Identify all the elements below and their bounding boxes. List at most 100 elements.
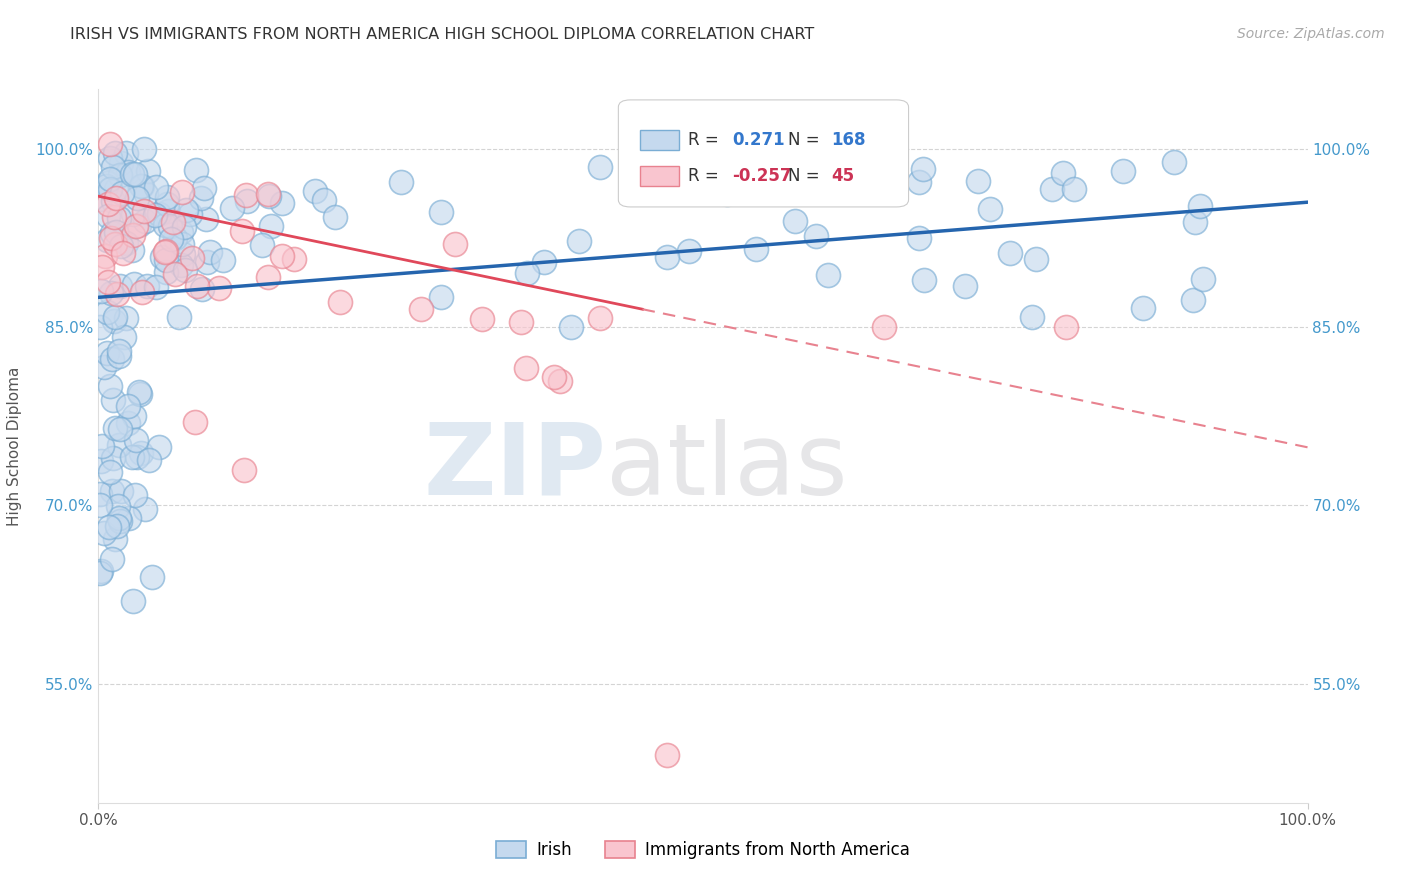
Text: N =: N = bbox=[787, 167, 824, 185]
Point bbox=[589, 311, 612, 326]
Point bbox=[329, 295, 352, 310]
Point bbox=[132, 204, 155, 219]
Point bbox=[257, 186, 280, 201]
Point bbox=[912, 273, 935, 287]
Point bbox=[117, 510, 139, 524]
Point bbox=[163, 231, 186, 245]
Point bbox=[159, 219, 181, 234]
Point bbox=[136, 164, 159, 178]
Point bbox=[1184, 215, 1206, 229]
Point bbox=[104, 145, 127, 160]
Point bbox=[112, 246, 135, 260]
Point bbox=[471, 311, 494, 326]
Point bbox=[912, 162, 935, 177]
Point bbox=[94, 249, 117, 263]
Point bbox=[235, 187, 257, 202]
Point bbox=[257, 189, 280, 203]
Point bbox=[128, 385, 150, 400]
Point bbox=[780, 167, 803, 181]
Point bbox=[100, 226, 122, 240]
Point bbox=[121, 243, 143, 257]
Point bbox=[101, 161, 124, 175]
Point bbox=[125, 191, 148, 205]
Point bbox=[122, 228, 145, 243]
Point bbox=[510, 315, 533, 329]
Point bbox=[110, 239, 132, 253]
Point bbox=[100, 231, 122, 245]
FancyBboxPatch shape bbox=[619, 100, 908, 207]
Point bbox=[128, 218, 150, 232]
Point bbox=[127, 450, 149, 464]
Point bbox=[143, 208, 166, 222]
Text: ZIP: ZIP bbox=[423, 419, 606, 516]
Point bbox=[131, 179, 153, 194]
Point bbox=[108, 349, 131, 363]
Point bbox=[134, 213, 156, 227]
Point bbox=[90, 454, 112, 468]
Y-axis label: High School Diploma: High School Diploma bbox=[7, 367, 21, 525]
Point bbox=[190, 191, 212, 205]
Point bbox=[108, 211, 131, 225]
Point bbox=[108, 422, 131, 436]
Point bbox=[198, 244, 221, 259]
Point bbox=[100, 285, 122, 300]
Point bbox=[568, 234, 591, 248]
Point bbox=[271, 249, 294, 263]
Point bbox=[1132, 301, 1154, 315]
Point bbox=[105, 286, 128, 301]
Point bbox=[1192, 272, 1215, 286]
Point bbox=[98, 172, 121, 186]
Text: R =: R = bbox=[689, 167, 724, 185]
Point bbox=[108, 438, 131, 452]
Point bbox=[548, 374, 571, 388]
Point bbox=[101, 194, 124, 209]
Point bbox=[150, 250, 173, 264]
Point bbox=[907, 175, 929, 189]
Point bbox=[657, 250, 679, 264]
Point bbox=[135, 278, 157, 293]
Point bbox=[256, 270, 278, 285]
Point bbox=[835, 142, 858, 156]
Point bbox=[93, 525, 115, 540]
Point bbox=[195, 255, 218, 269]
Point bbox=[167, 310, 190, 324]
Point bbox=[115, 235, 138, 250]
Point bbox=[122, 277, 145, 292]
Point bbox=[104, 421, 127, 435]
Point bbox=[141, 570, 163, 584]
Point bbox=[165, 267, 187, 281]
Point bbox=[98, 465, 121, 479]
Point bbox=[96, 305, 118, 319]
Point bbox=[125, 219, 148, 233]
Point bbox=[955, 279, 977, 293]
Text: atlas: atlas bbox=[606, 419, 848, 516]
Point bbox=[655, 748, 678, 763]
Point bbox=[533, 254, 555, 268]
Point bbox=[678, 244, 700, 258]
Point bbox=[180, 251, 202, 265]
Point bbox=[873, 320, 896, 334]
Point bbox=[155, 253, 177, 268]
Point bbox=[160, 232, 183, 246]
Point bbox=[96, 178, 118, 193]
Point bbox=[138, 453, 160, 467]
Legend: Irish, Immigrants from North America: Irish, Immigrants from North America bbox=[496, 840, 910, 859]
Point bbox=[108, 514, 131, 528]
Point bbox=[96, 234, 118, 248]
Point bbox=[108, 511, 131, 525]
Point bbox=[128, 387, 150, 401]
Text: R =: R = bbox=[689, 131, 724, 149]
Point bbox=[172, 246, 194, 260]
Point bbox=[212, 253, 235, 268]
Text: IRISH VS IMMIGRANTS FROM NORTH AMERICA HIGH SCHOOL DIPLOMA CORRELATION CHART: IRISH VS IMMIGRANTS FROM NORTH AMERICA H… bbox=[70, 27, 814, 42]
Point bbox=[121, 450, 143, 464]
Point bbox=[104, 236, 127, 251]
Point bbox=[1189, 199, 1212, 213]
Bar bbox=[640, 166, 679, 186]
Point bbox=[1025, 252, 1047, 267]
Point bbox=[1112, 164, 1135, 178]
Point bbox=[1054, 320, 1077, 334]
Point bbox=[98, 136, 121, 151]
Point bbox=[515, 360, 537, 375]
Point bbox=[89, 566, 111, 581]
